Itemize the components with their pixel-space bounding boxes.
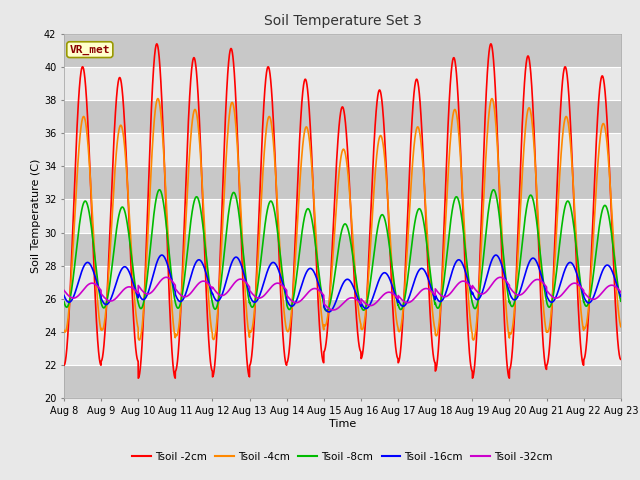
Tsoil -2cm [499, 285, 507, 290]
Tsoil -2cm [161, 158, 168, 164]
Tsoil -32cm [499, 275, 507, 281]
Line: Tsoil -8cm: Tsoil -8cm [64, 190, 621, 311]
Bar [64, 166, 621, 199]
Tsoil -4cm [499, 252, 507, 257]
Bar [64, 299, 621, 332]
Tsoil -8cm [616, 296, 624, 302]
Tsoil -8cm [499, 248, 507, 253]
Bar [64, 266, 621, 299]
Tsoil -32cm [468, 285, 476, 290]
Tsoil -2cm [436, 308, 444, 313]
Tsoil -8cm [322, 308, 330, 313]
Line: Tsoil -16cm: Tsoil -16cm [64, 255, 621, 312]
Tsoil -32cm [163, 275, 170, 280]
Tsoil -4cm [616, 322, 624, 327]
Bar [64, 332, 621, 365]
Tsoil -4cm [161, 160, 168, 166]
Tsoil -32cm [617, 289, 625, 295]
Bar [64, 365, 621, 398]
Tsoil -16cm [436, 299, 444, 304]
Tsoil -4cm [617, 324, 625, 330]
Tsoil -16cm [160, 254, 168, 260]
Tsoil -2cm [153, 41, 161, 47]
Tsoil -2cm [322, 342, 330, 348]
Tsoil -16cm [617, 294, 625, 300]
Tsoil -8cm [617, 298, 625, 304]
Line: Tsoil -2cm: Tsoil -2cm [64, 44, 621, 378]
Title: Soil Temperature Set 3: Soil Temperature Set 3 [264, 14, 421, 28]
Tsoil -16cm [325, 309, 333, 315]
Tsoil -32cm [616, 288, 624, 294]
Tsoil -2cm [468, 366, 476, 372]
Bar [64, 34, 621, 67]
Y-axis label: Soil Temperature (C): Soil Temperature (C) [31, 159, 41, 273]
Tsoil -4cm [136, 337, 143, 343]
Tsoil -16cm [467, 288, 475, 294]
Bar [64, 133, 621, 166]
Tsoil -2cm [60, 362, 68, 368]
Tsoil -16cm [60, 293, 68, 299]
Tsoil -4cm [468, 326, 476, 332]
Tsoil -8cm [436, 300, 444, 306]
Tsoil -8cm [60, 299, 68, 305]
Tsoil -16cm [616, 292, 624, 298]
Bar [64, 100, 621, 133]
Tsoil -2cm [134, 375, 142, 381]
Tsoil -4cm [436, 304, 444, 310]
Tsoil -4cm [60, 327, 68, 333]
Bar [64, 67, 621, 100]
Tsoil -8cm [160, 204, 168, 210]
Line: Tsoil -32cm: Tsoil -32cm [64, 277, 621, 310]
Tsoil -4cm [154, 96, 162, 101]
Tsoil -16cm [492, 252, 500, 258]
Tsoil -32cm [436, 292, 444, 298]
Tsoil -32cm [322, 303, 330, 309]
X-axis label: Time: Time [329, 419, 356, 429]
Tsoil -8cm [490, 187, 497, 192]
Tsoil -16cm [322, 307, 330, 312]
Bar [64, 233, 621, 266]
Text: VR_met: VR_met [70, 45, 110, 55]
Line: Tsoil -4cm: Tsoil -4cm [64, 98, 621, 340]
Tsoil -8cm [467, 295, 475, 300]
Legend: Tsoil -2cm, Tsoil -4cm, Tsoil -8cm, Tsoil -16cm, Tsoil -32cm: Tsoil -2cm, Tsoil -4cm, Tsoil -8cm, Tsoi… [128, 447, 557, 466]
Tsoil -32cm [60, 288, 68, 293]
Tsoil -2cm [616, 356, 624, 362]
Tsoil -32cm [160, 275, 168, 281]
Tsoil -8cm [323, 308, 330, 314]
Tsoil -16cm [499, 266, 507, 272]
Tsoil -32cm [330, 307, 337, 313]
Bar [64, 199, 621, 233]
Tsoil -4cm [322, 322, 330, 328]
Tsoil -2cm [617, 357, 625, 362]
